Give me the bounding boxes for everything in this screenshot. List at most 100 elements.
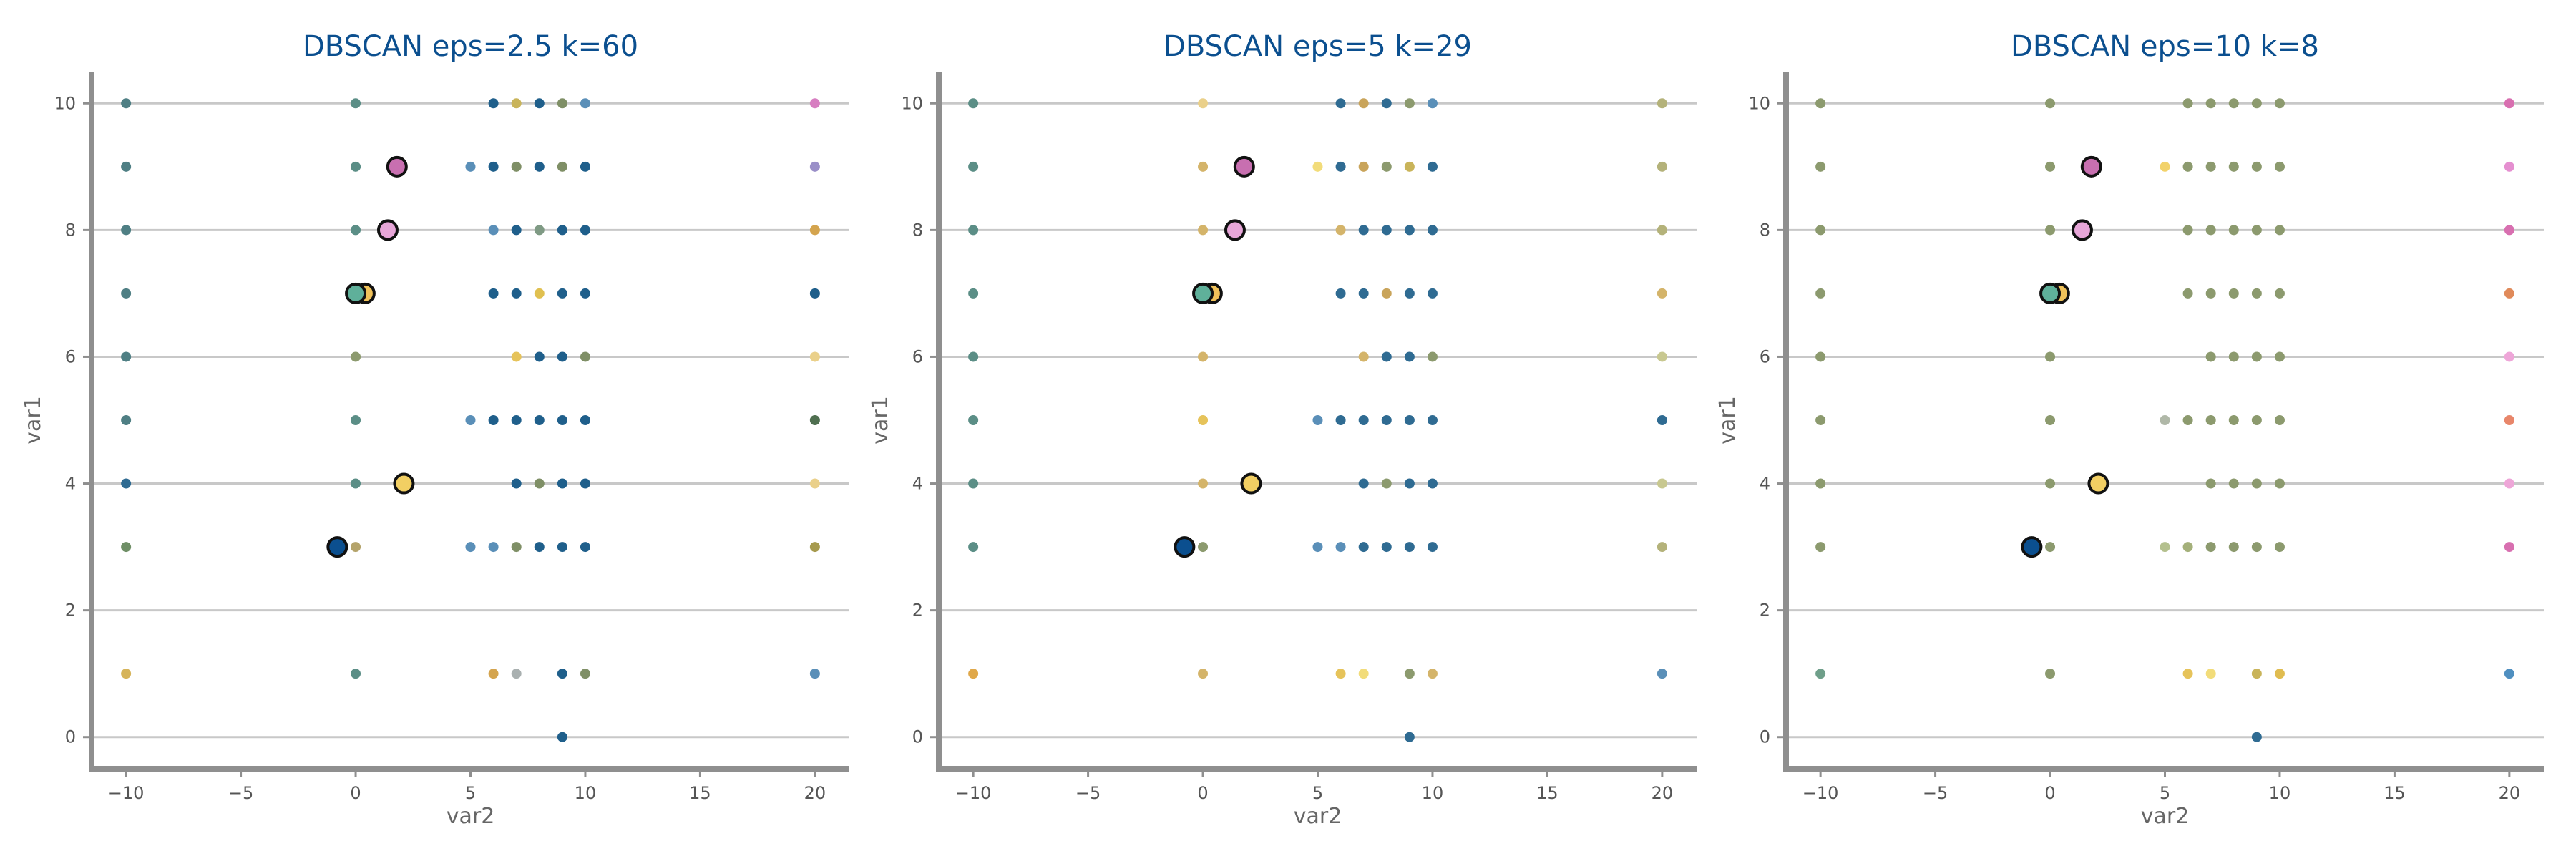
data-point [968,669,979,679]
x-tick-label: 5 [1312,783,1323,803]
data-point [1427,351,1438,362]
data-point [557,669,567,679]
y-tick-label: 10 [1748,93,1770,113]
y-axis-label: var1 [868,396,893,445]
data-point [557,288,567,299]
data-point [580,225,590,236]
data-point [2045,415,2056,425]
data-point [1404,225,1415,236]
data-point [351,161,361,172]
data-point [1815,225,1826,236]
x-tick-label: −5 [1923,783,1948,803]
data-point [2205,225,2216,236]
y-tick-label: 6 [1760,346,1770,367]
data-point [2228,161,2239,172]
data-point [1198,415,1209,425]
data-point [2251,478,2262,489]
y-tick-label: 6 [65,346,76,367]
data-point [2274,669,2285,679]
y-tick-label: 8 [1760,220,1770,240]
data-point [1815,669,1826,679]
data-point [557,351,567,362]
data-point [121,161,132,172]
data-point [2160,161,2170,172]
data-point [2045,669,2056,679]
data-point [2205,288,2216,299]
data-point [534,542,545,553]
data-point [488,669,499,679]
data-point [1381,415,1392,425]
data-point [1312,542,1323,553]
data-point [1427,415,1438,425]
data-point [1657,161,1667,172]
x-tick-label: −10 [108,783,145,803]
data-point [1335,288,1346,299]
data-point [1335,225,1346,236]
data-point [809,351,820,362]
data-point [1358,288,1369,299]
data-point [1657,225,1667,236]
y-tick-label: 0 [65,727,76,747]
data-point [1358,669,1369,679]
data-point [1657,669,1667,679]
data-point [2205,351,2216,362]
y-tick-label: 2 [1760,601,1770,621]
data-point [1657,542,1667,553]
x-tick-label: 15 [689,783,711,803]
y-tick-label: 8 [65,220,76,240]
data-point [580,98,590,109]
data-point [557,542,567,553]
chart-panel-2: 0 2 4 6 8 10 −10 −5 0 5 10 15 20 DBSCAN eps=5 k=29 var… [868,30,1697,829]
highlighted-point [2021,536,2043,558]
x-tick-label: 0 [350,783,361,803]
data-point [2251,732,2262,742]
highlighted-point [376,219,399,241]
data-point [557,225,567,236]
data-point [1427,288,1438,299]
data-point [1815,478,1826,489]
data-point [2228,415,2239,425]
data-point [1404,478,1415,489]
data-point [2251,351,2262,362]
data-point [1404,161,1415,172]
data-point [1404,351,1415,362]
data-point [511,98,522,109]
chart-panel-3: 0 2 4 6 8 10 −10 −5 0 5 10 15 20 DBSCAN eps=10 k=8 var… [1715,30,2544,829]
data-point [2251,669,2262,679]
data-point [2504,415,2514,425]
data-point [2504,98,2514,109]
y-tick-label: 6 [912,346,923,367]
data-point [2251,288,2262,299]
data-point [1358,98,1369,109]
data-point [2182,288,2193,299]
y-axis-label: var1 [21,396,46,445]
data-point [121,669,132,679]
highlighted-point [386,155,408,178]
data-point [1427,98,1438,109]
highlighted-point [1224,219,1246,241]
data-point [2205,669,2216,679]
data-point [488,225,499,236]
data-point [1815,288,1826,299]
data-point [2205,542,2216,553]
data-point [1404,415,1415,425]
data-point [121,98,132,109]
data-point [1335,415,1346,425]
data-point [2045,161,2056,172]
data-point [121,478,132,489]
data-point [557,732,567,742]
highlighted-point [2039,282,2062,304]
data-point [1358,542,1369,553]
data-point [1427,478,1438,489]
data-point [968,415,979,425]
data-point [2504,542,2514,553]
data-point [1815,351,1826,362]
data-point [534,351,545,362]
highlighted-point [2071,219,2093,241]
data-point [557,161,567,172]
data-point [809,98,820,109]
y-tick-label: 2 [65,601,76,621]
data-point [2274,161,2285,172]
data-point [1335,669,1346,679]
data-point [351,351,361,362]
